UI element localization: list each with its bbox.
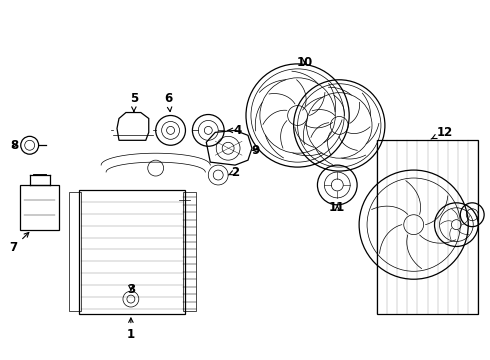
Text: 3: 3 xyxy=(127,283,135,296)
Text: 5: 5 xyxy=(130,92,138,111)
Text: 9: 9 xyxy=(252,144,260,157)
Text: 2: 2 xyxy=(228,166,239,179)
Text: 4: 4 xyxy=(228,124,242,137)
Text: 12: 12 xyxy=(431,126,453,139)
Text: 6: 6 xyxy=(165,92,172,112)
Text: 10: 10 xyxy=(296,57,313,69)
Text: 1: 1 xyxy=(127,318,135,341)
Text: 11: 11 xyxy=(329,201,345,214)
Text: 7: 7 xyxy=(10,233,29,254)
Text: 8: 8 xyxy=(10,139,18,152)
